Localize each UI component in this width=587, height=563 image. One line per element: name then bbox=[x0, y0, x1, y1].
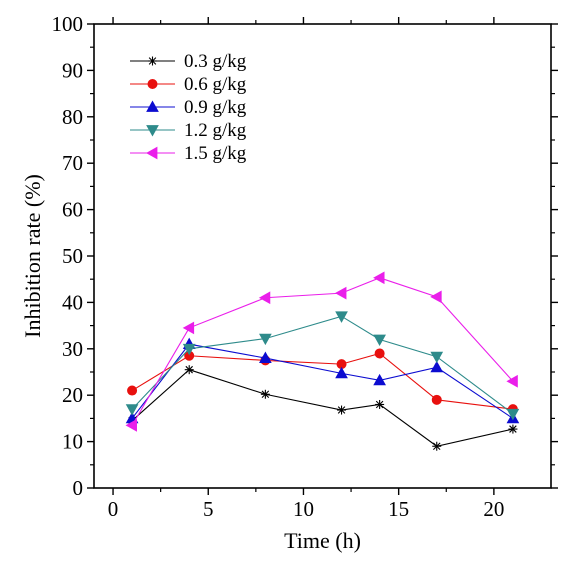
data-point bbox=[258, 291, 271, 305]
legend-label: 0.6 g/kg bbox=[184, 74, 247, 95]
data-point bbox=[432, 441, 442, 451]
x-tick-label: 5 bbox=[203, 497, 214, 521]
data-point bbox=[337, 405, 347, 415]
series-1 bbox=[127, 365, 518, 451]
y-tick-label: 10 bbox=[62, 430, 83, 454]
legend-marker-stroke bbox=[148, 57, 157, 65]
y-tick-label: 40 bbox=[62, 290, 83, 314]
legend-marker bbox=[146, 100, 159, 112]
data-point bbox=[373, 334, 386, 347]
y-tick-label: 90 bbox=[62, 58, 83, 82]
y-tick-label: 80 bbox=[62, 105, 83, 129]
y-tick-label: 60 bbox=[62, 198, 83, 222]
data-point bbox=[260, 389, 270, 399]
y-tick-label: 70 bbox=[62, 151, 83, 175]
y-axis-label: Inhibition rate (%) bbox=[20, 174, 45, 338]
legend-label: 1.5 g/kg bbox=[184, 143, 247, 164]
legend-item: 0.3 g/kg bbox=[130, 51, 247, 72]
data-point bbox=[374, 348, 385, 359]
legend-item: 1.5 g/kg bbox=[130, 143, 247, 164]
data-point bbox=[506, 374, 518, 388]
legend-label: 1.2 g/kg bbox=[184, 120, 247, 141]
legend-marker bbox=[148, 56, 157, 66]
series-4 bbox=[125, 311, 520, 421]
data-point bbox=[430, 351, 444, 364]
data-point-stroke bbox=[375, 400, 384, 409]
x-tick-label: 0 bbox=[108, 497, 119, 521]
x-tick-label: 10 bbox=[293, 497, 314, 521]
data-point bbox=[125, 404, 139, 416]
legend-item: 1.2 g/kg bbox=[130, 120, 247, 141]
y-tick-label: 100 bbox=[52, 12, 84, 36]
y-tick-label: 20 bbox=[62, 383, 83, 407]
legend: 0.3 g/kg0.6 g/kg0.9 g/kg1.2 g/kg1.5 g/kg bbox=[130, 51, 247, 164]
legend-item: 0.6 g/kg bbox=[130, 74, 247, 95]
data-point bbox=[184, 365, 194, 375]
data-point bbox=[335, 286, 347, 300]
series-line bbox=[131, 352, 513, 410]
data-point bbox=[335, 366, 348, 379]
series-5 bbox=[125, 271, 518, 432]
data-point bbox=[127, 385, 138, 396]
data-point bbox=[430, 290, 442, 304]
x-tick-label: 15 bbox=[388, 497, 409, 521]
legend-marker bbox=[145, 146, 158, 160]
x-tick-label: 20 bbox=[483, 497, 504, 521]
data-point-stroke bbox=[509, 425, 517, 433]
legend-marker bbox=[147, 79, 158, 89]
plot-frame bbox=[93, 23, 552, 489]
legend-label: 0.9 g/kg bbox=[184, 97, 247, 118]
data-point bbox=[373, 271, 385, 285]
data-point bbox=[182, 321, 195, 335]
data-point bbox=[430, 360, 444, 373]
data-point bbox=[125, 419, 137, 432]
x-axis-label: Time (h) bbox=[284, 528, 361, 553]
series-3 bbox=[125, 337, 520, 424]
legend-marker bbox=[146, 125, 159, 137]
y-tick-label: 50 bbox=[62, 244, 83, 268]
data-point-stroke bbox=[185, 365, 193, 374]
data-point bbox=[259, 351, 272, 363]
data-point bbox=[508, 424, 518, 434]
plot-series bbox=[125, 271, 520, 451]
legend-label: 0.3 g/kg bbox=[184, 51, 247, 72]
y-tick-label: 30 bbox=[62, 337, 83, 361]
data-point bbox=[182, 343, 196, 356]
data-point bbox=[375, 399, 385, 409]
axes: 0 5 10 15 20 0 10 20 30 40 50 60 70 80 90 100 bbox=[52, 12, 558, 521]
data-point bbox=[431, 394, 442, 405]
series-2 bbox=[127, 348, 518, 415]
data-point-stroke bbox=[261, 390, 270, 399]
data-point bbox=[506, 408, 520, 421]
data-point-stroke bbox=[432, 442, 441, 451]
y-tick-label: 0 bbox=[73, 476, 84, 500]
legend-item: 0.9 g/kg bbox=[130, 97, 247, 118]
data-point bbox=[373, 373, 386, 386]
series-line bbox=[131, 369, 514, 447]
data-point bbox=[259, 333, 272, 346]
data-point-stroke bbox=[337, 406, 346, 414]
data-point bbox=[335, 311, 348, 323]
